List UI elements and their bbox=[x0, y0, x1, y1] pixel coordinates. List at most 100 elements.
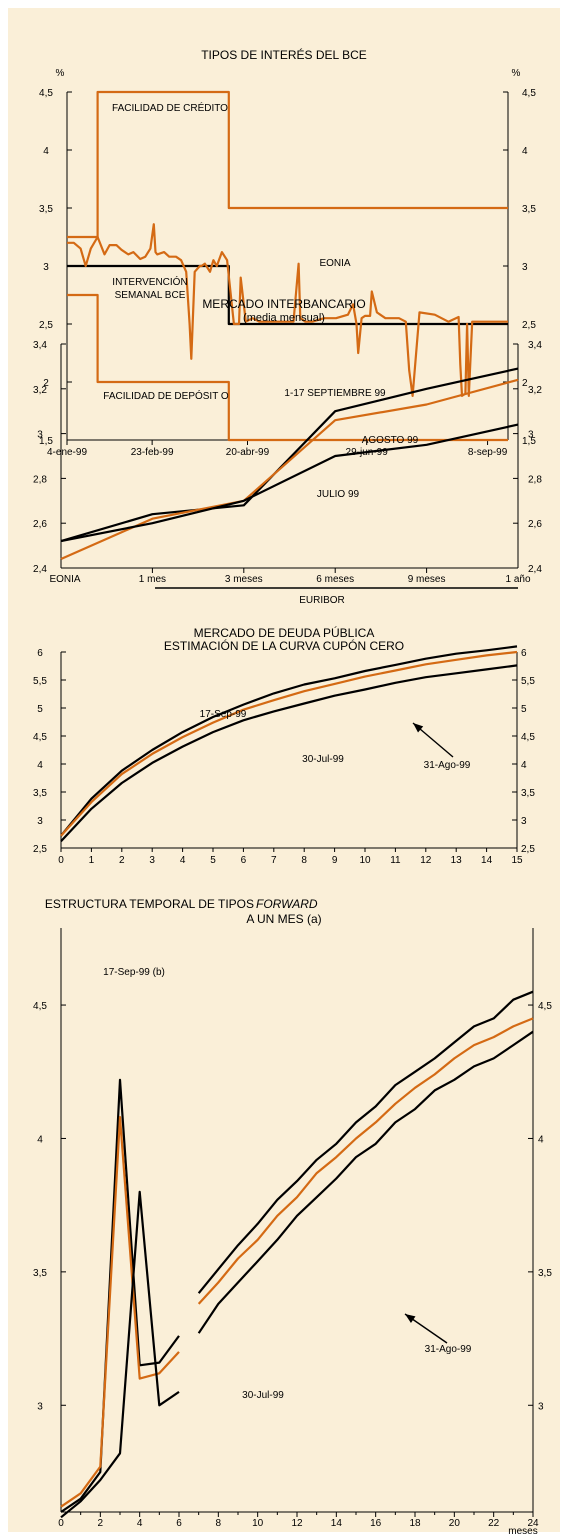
chart1-label-deposito: FACILIDAD DE DEPÓSIT O bbox=[103, 389, 229, 402]
chart4-series-0-seg-0 bbox=[60, 1078, 180, 1513]
chart4-series-0-seg-1 bbox=[197, 990, 534, 1294]
chart1-xtick-label: 8-sep-99 bbox=[468, 447, 508, 458]
chart3-ytick-label-right: 3 bbox=[521, 816, 527, 827]
chart4-label-31ago: 31-Ago-99 bbox=[425, 1344, 472, 1355]
chart3-xtick-label: 12 bbox=[420, 855, 432, 866]
chart1-label-credito: FACILIDAD DE CRÉDITO bbox=[112, 101, 228, 114]
chart2-ytick-label-left: 2,8 bbox=[33, 474, 47, 485]
chart4-xunit-label: meses bbox=[508, 1526, 537, 1537]
chart2-ytick-label-left: 3 bbox=[37, 430, 43, 441]
chart4-arrow-head bbox=[405, 1314, 416, 1323]
chart2-series-2 bbox=[60, 423, 519, 543]
chart3-xtick-label: 0 bbox=[58, 855, 64, 866]
chart3-ytick-label-right: 5 bbox=[521, 704, 527, 715]
chart3-series-0 bbox=[60, 645, 518, 837]
chart4-xtick-label: 2 bbox=[98, 1518, 104, 1529]
chart3-ytick-label-left: 4 bbox=[37, 760, 43, 771]
chart4-ytick-label-right: 4 bbox=[538, 1134, 544, 1145]
chart2-series-0 bbox=[60, 367, 519, 543]
chart2-label-septiembre: 1-17 SEPTIEMBRE 99 bbox=[284, 388, 386, 399]
chart3-xtick-label: 15 bbox=[511, 855, 523, 866]
chart2-ytick-label-left: 3,2 bbox=[33, 385, 47, 396]
chart3-xtick-label: 11 bbox=[390, 855, 401, 866]
chart3-xtick-label: 5 bbox=[210, 855, 216, 866]
chart1-ytick-label-right: 4,5 bbox=[522, 88, 536, 99]
chart4-xtick-label: 20 bbox=[449, 1518, 461, 1529]
chart3-ytick-label-left: 4,5 bbox=[33, 732, 47, 743]
chart4-xtick-label: 22 bbox=[488, 1518, 500, 1529]
chart4-ytick-label-right: 3,5 bbox=[538, 1268, 552, 1279]
chart3-ytick-label-right: 3,5 bbox=[521, 788, 535, 799]
chart3-ytick-label-left: 3,5 bbox=[33, 788, 47, 799]
chart3-xtick-label: 7 bbox=[271, 855, 277, 866]
chart3-ytick-label-left: 6 bbox=[37, 648, 43, 659]
chart2-title: MERCADO INTERBANCARIO bbox=[202, 297, 365, 311]
chart4-xtick-label: 4 bbox=[137, 1518, 143, 1529]
chart3-xtick-label: 14 bbox=[481, 855, 493, 866]
chart3-xtick-label: 1 bbox=[89, 855, 95, 866]
chart4-xtick-label: 12 bbox=[291, 1518, 303, 1529]
chart3-label-31ago: 31-Ago-99 bbox=[424, 760, 471, 771]
chart2-ytick-label-right: 2,6 bbox=[528, 519, 542, 530]
chart2-ytick-label-right: 2,8 bbox=[528, 474, 542, 485]
chart1-ytick-label-left: 4,5 bbox=[39, 88, 53, 99]
chart4-ytick-label-left: 3,5 bbox=[33, 1268, 47, 1279]
chart3-label-17sep: 17-Sep-99 bbox=[200, 709, 247, 720]
chart3-series-2 bbox=[60, 664, 518, 843]
chart4-series-2-seg-1 bbox=[197, 1030, 534, 1334]
chart3-xtick-label: 2 bbox=[119, 855, 125, 866]
chart1-series-0 bbox=[67, 90, 508, 239]
chart1-ytick-label-right: 1,5 bbox=[522, 436, 536, 447]
chart3-ytick-label-left: 5,5 bbox=[33, 676, 47, 687]
chart1-title: TIPOS DE INTERÉS DEL BCE bbox=[201, 47, 367, 62]
chart-panel bbox=[8, 8, 560, 1532]
chart3-ytick-label-left: 5 bbox=[37, 704, 43, 715]
chart2-ytick-label-right: 3,2 bbox=[528, 385, 542, 396]
chart1-xtick-label: 20-abr-99 bbox=[226, 447, 270, 458]
chart4-series-2-seg-0 bbox=[60, 1190, 180, 1519]
chart3-arrow-head bbox=[413, 723, 424, 733]
chart2-xtick-label: 1 año bbox=[505, 574, 530, 585]
chart2-euribor-label: EURIBOR bbox=[299, 595, 345, 606]
chart3-series-1 bbox=[60, 650, 518, 837]
chart3-ytick-label-right: 4,5 bbox=[521, 732, 535, 743]
chart3-ytick-label-right: 6 bbox=[521, 648, 527, 659]
chart4-label-17sep: 17-Sep-99 (b) bbox=[103, 967, 165, 978]
chart4-title: ESTRUCTURA TEMPORAL DE TIPOS bbox=[45, 897, 254, 911]
chart3-ytick-label-left: 3 bbox=[37, 816, 43, 827]
chart3-subtitle: ESTIMACIÓN DE LA CURVA CUPÓN CERO bbox=[164, 638, 404, 653]
chart1-ytick-label-left: 1,5 bbox=[39, 436, 53, 447]
chart1-label-intervencion-2: SEMANAL BCE bbox=[115, 290, 186, 301]
chart1-ytick-label-right: 2 bbox=[522, 378, 528, 389]
chart4-xtick-label: 16 bbox=[370, 1518, 382, 1529]
chart1-ytick-label-right: 2,5 bbox=[522, 320, 536, 331]
chart2-xtick-label: EONIA bbox=[49, 574, 80, 585]
chart1-ytick-label-right: 4 bbox=[522, 146, 528, 157]
chart3-ytick-label-right: 4 bbox=[521, 760, 527, 771]
chart3-xtick-label: 13 bbox=[451, 855, 463, 866]
chart3-ytick-label-right: 5,5 bbox=[521, 676, 535, 687]
chart2-ytick-label-left: 3,4 bbox=[33, 340, 47, 351]
chart4-xtick-label: 18 bbox=[409, 1518, 421, 1529]
chart3-title: MERCADO DE DEUDA PÚBLICA bbox=[194, 625, 375, 640]
chart1-series-2 bbox=[67, 293, 508, 442]
chart4-ytick-label-left: 4,5 bbox=[33, 1001, 47, 1012]
chart3-xtick-label: 6 bbox=[241, 855, 247, 866]
chart1-ytick-label-left: 2 bbox=[43, 378, 49, 389]
chart2-ytick-label-left: 2,6 bbox=[33, 519, 47, 530]
chart3-xtick-label: 8 bbox=[301, 855, 307, 866]
chart4-ytick-label-left: 4 bbox=[37, 1134, 43, 1145]
chart4-ytick-label-right: 4,5 bbox=[538, 1001, 552, 1012]
chart2-label-julio: JULIO 99 bbox=[317, 489, 360, 500]
chart2-subtitle: (media mensual) bbox=[243, 312, 325, 324]
chart1-y-unit-right: % bbox=[512, 68, 521, 79]
chart1-xtick-label: 4-ene-99 bbox=[47, 447, 87, 458]
chart4-xtick-label: 24 bbox=[527, 1518, 539, 1529]
chart2-label-agosto: AGOSTO 99 bbox=[362, 435, 419, 446]
chart4-title-forward: FORWARD bbox=[256, 897, 318, 911]
chart4-label-30jul: 30-Jul-99 bbox=[242, 1390, 284, 1401]
chart4-xtick-label: 8 bbox=[216, 1518, 222, 1529]
chart1-ytick-label-left: 2,5 bbox=[39, 320, 53, 331]
chart4-xtick-label: 6 bbox=[176, 1518, 182, 1529]
